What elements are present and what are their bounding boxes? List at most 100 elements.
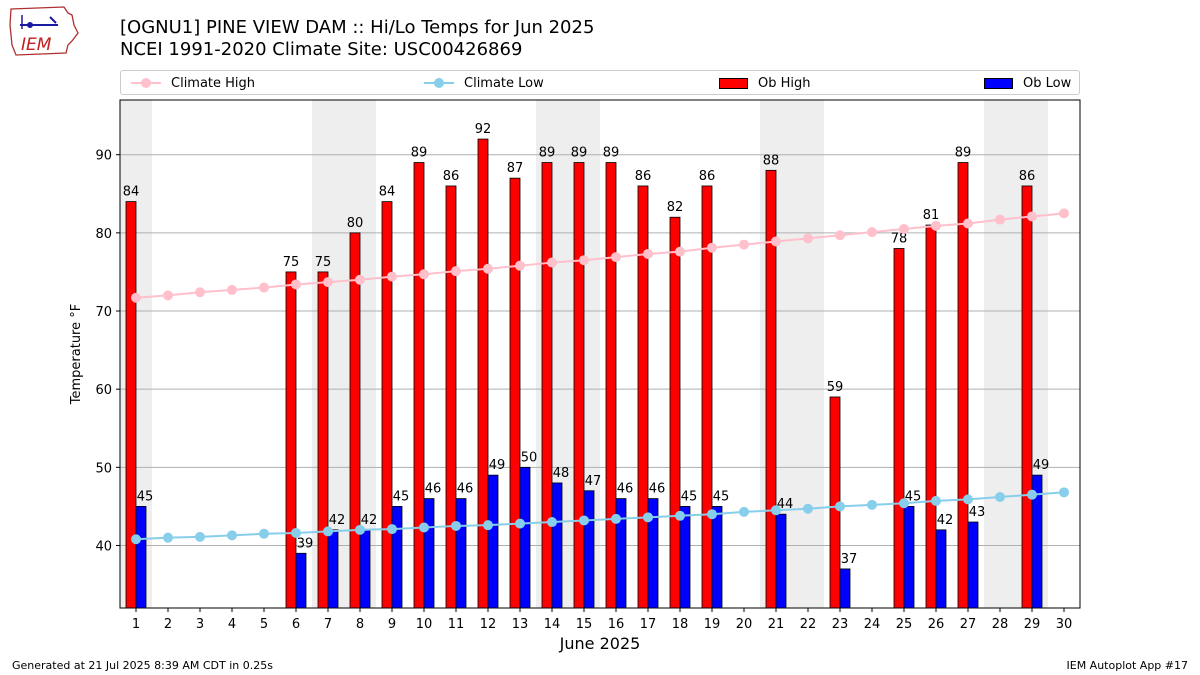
ob-low-label: 46 [649,482,666,497]
climate-low-point [611,513,621,524]
y-tick-label: 90 [95,149,112,164]
climate-low-point [963,494,973,505]
ob-high-label: 80 [347,216,364,231]
climate-low-point [1027,489,1037,500]
ob-low-bar [327,529,339,609]
ob-low-bar [455,498,467,609]
climate-low-point [643,512,653,523]
footer-app: IEM Autoplot App #17 [1066,659,1189,672]
ob-low-bar [679,505,691,609]
ob-high-label: 84 [123,185,140,200]
ob-low-bar [391,505,403,609]
climate-low-point [483,520,493,531]
ob-high-bar [477,138,489,609]
weekend-shade [792,100,824,608]
climate-high-point [1027,211,1037,222]
ob-high-bar [125,201,137,609]
x-tick-label: 20 [736,617,753,632]
x-tick-label: 3 [196,617,204,632]
ob-low-bar [295,552,307,609]
ob-low-label: 44 [777,497,794,512]
climate-low-point [259,528,269,539]
ob-low-label: 45 [681,489,698,504]
ob-low-label: 37 [841,552,858,567]
ob-high-label: 78 [891,231,908,246]
x-axis-label: June 2025 [559,634,641,653]
climate-low-point [547,517,557,528]
ob-low-label: 50 [521,450,538,465]
plot-frame [119,99,1081,609]
x-tick-label: 21 [768,617,785,632]
x-tick-label: 6 [292,617,300,632]
ob-low-label: 42 [329,513,346,528]
ob-high-label: 86 [443,169,460,184]
y-tick-label: 50 [95,461,112,476]
x-tick-label: 17 [640,617,657,632]
ob-low-label: 39 [297,536,314,551]
ob-high-label: 89 [603,146,620,161]
ob-low-label: 45 [905,489,922,504]
ob-low-label: 46 [457,482,474,497]
climate-high-point [707,242,717,253]
ob-low-label: 46 [425,482,442,497]
climate-low-point [163,532,173,543]
legend-ob-high: Ob High [719,74,811,92]
ob-low-bar [839,568,851,609]
ob-high-bar [573,162,585,609]
legend-climate-low-label: Climate Low [464,75,544,91]
y-tick-label: 80 [95,227,112,242]
chart-title: [OGNU1] PINE VIEW DAM :: Hi/Lo Temps for… [120,17,595,38]
climate-low-point [323,526,333,537]
climate-high-point [227,284,237,295]
x-tick-label: 11 [448,617,465,632]
ob-high-label: 75 [283,255,300,270]
legend-ob-low-label: Ob Low [1023,75,1072,91]
climate-high-point [643,248,653,259]
climate-high-point [1059,208,1069,219]
ob-high-bar [413,162,425,609]
x-tick-label: 25 [896,617,913,632]
ob-low-label: 49 [489,458,506,473]
ob-high-label: 59 [827,380,844,395]
climate-low-point [291,527,301,538]
climate-low-line [135,491,1065,541]
ob-low-bar [903,505,915,609]
x-tick-label: 19 [704,617,721,632]
ob-low-bar [583,490,595,609]
ob-low-bar [967,521,979,609]
climate-low-point [355,524,365,535]
ob-high-label: 89 [539,146,556,161]
climate-low-point [835,501,845,512]
climate-low-point [1059,487,1069,498]
x-tick-label: 4 [228,617,236,632]
ob-high-bar [381,201,393,609]
climate-low-point [131,534,141,545]
ob-high-label: 84 [379,185,396,200]
climate-low-point [227,530,237,541]
climate-high-point [771,236,781,247]
ob-low-bar [135,505,147,609]
x-tick-label: 23 [832,617,849,632]
climate-low-point [195,531,205,542]
climate-high-point [995,214,1005,225]
y-axis-label: Temperature °F [69,304,84,405]
ob-high-bar [765,169,777,609]
legend-ob-low: Ob Low [984,74,1071,92]
climate-high-point [163,290,173,301]
ob-high-label: 88 [763,153,780,168]
ob-low-bar [487,474,499,609]
weekend-shade [984,100,1016,608]
ob-high-bar [349,232,361,609]
x-tick-label: 28 [992,617,1009,632]
climate-low-point [995,492,1005,503]
ob-low-bar [711,505,723,609]
y-tick-label: 70 [95,305,112,320]
ob-low-label: 49 [1033,458,1050,473]
ob-low-bar [423,498,435,609]
ob-low-label: 43 [969,505,986,520]
legend-climate-low-swatch [424,78,454,88]
climate-high-point [259,282,269,293]
ob-low-label: 42 [937,513,954,528]
ob-low-label: 47 [585,474,602,489]
